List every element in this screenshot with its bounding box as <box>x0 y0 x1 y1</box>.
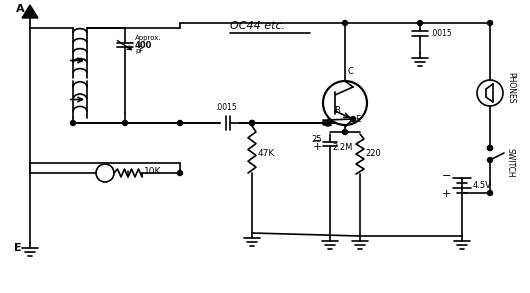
Polygon shape <box>22 5 38 18</box>
Circle shape <box>250 120 254 125</box>
Circle shape <box>342 130 348 134</box>
Circle shape <box>350 117 356 122</box>
Text: .0015: .0015 <box>215 103 237 112</box>
Text: −: − <box>313 136 322 146</box>
Text: OC44 etc.: OC44 etc. <box>230 21 285 31</box>
Text: C: C <box>347 67 353 76</box>
Text: B: B <box>334 106 340 115</box>
Text: A: A <box>16 4 24 14</box>
Text: E: E <box>355 115 360 124</box>
Text: 2.2M: 2.2M <box>332 144 352 152</box>
Text: −: − <box>441 171 451 181</box>
Text: 10K: 10K <box>144 166 161 176</box>
Text: SWITCH: SWITCH <box>506 148 515 178</box>
Circle shape <box>178 171 182 176</box>
Text: 25: 25 <box>312 134 322 144</box>
Circle shape <box>488 158 492 163</box>
Circle shape <box>342 21 348 25</box>
Circle shape <box>122 120 128 125</box>
Text: +: + <box>441 189 451 199</box>
Circle shape <box>418 21 422 25</box>
Circle shape <box>488 146 492 151</box>
Text: E: E <box>14 243 22 253</box>
Circle shape <box>250 120 254 125</box>
Text: 47K: 47K <box>258 149 275 158</box>
Text: Approx.: Approx. <box>135 35 162 41</box>
Circle shape <box>178 120 182 125</box>
Circle shape <box>324 120 330 125</box>
Text: PHONES: PHONES <box>506 72 515 104</box>
Circle shape <box>488 21 492 25</box>
Circle shape <box>70 120 75 125</box>
Text: +: + <box>313 142 322 152</box>
Text: 400: 400 <box>135 40 153 50</box>
Text: .0015: .0015 <box>430 30 452 38</box>
Circle shape <box>488 190 492 195</box>
Text: 4.5V: 4.5V <box>473 181 492 190</box>
Circle shape <box>488 146 492 151</box>
Text: pF: pF <box>135 48 144 54</box>
Text: 220: 220 <box>365 149 381 159</box>
